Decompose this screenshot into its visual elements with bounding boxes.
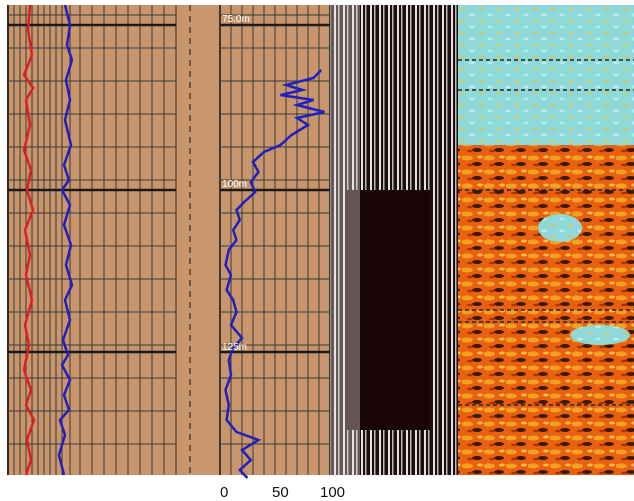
depth-label: 125m — [222, 342, 247, 353]
color-image-bedding-lines — [458, 59, 634, 406]
track-1-grid — [7, 5, 177, 475]
log-curves — [22, 4, 325, 479]
color-image-cyan-lens-2 — [570, 325, 630, 345]
scale-tick-label: 100 — [320, 484, 345, 501]
scale-tick-label: 50 — [272, 484, 289, 501]
scale-tick-label: 0 — [220, 484, 228, 501]
color-image-cyan-zone — [458, 5, 634, 145]
log-curve — [22, 4, 36, 476]
resistivity-dark-zone — [345, 190, 430, 430]
resistivity-bright-band — [330, 5, 360, 475]
color-image-orange-lens — [532, 147, 588, 183]
depth-label: 75.0m — [222, 14, 250, 25]
color-image-cyan-lens — [538, 214, 582, 242]
track-gap-background — [176, 5, 220, 475]
log-curve — [57, 4, 74, 476]
log-curve — [224, 69, 325, 479]
depth-label: 100m — [222, 179, 247, 190]
